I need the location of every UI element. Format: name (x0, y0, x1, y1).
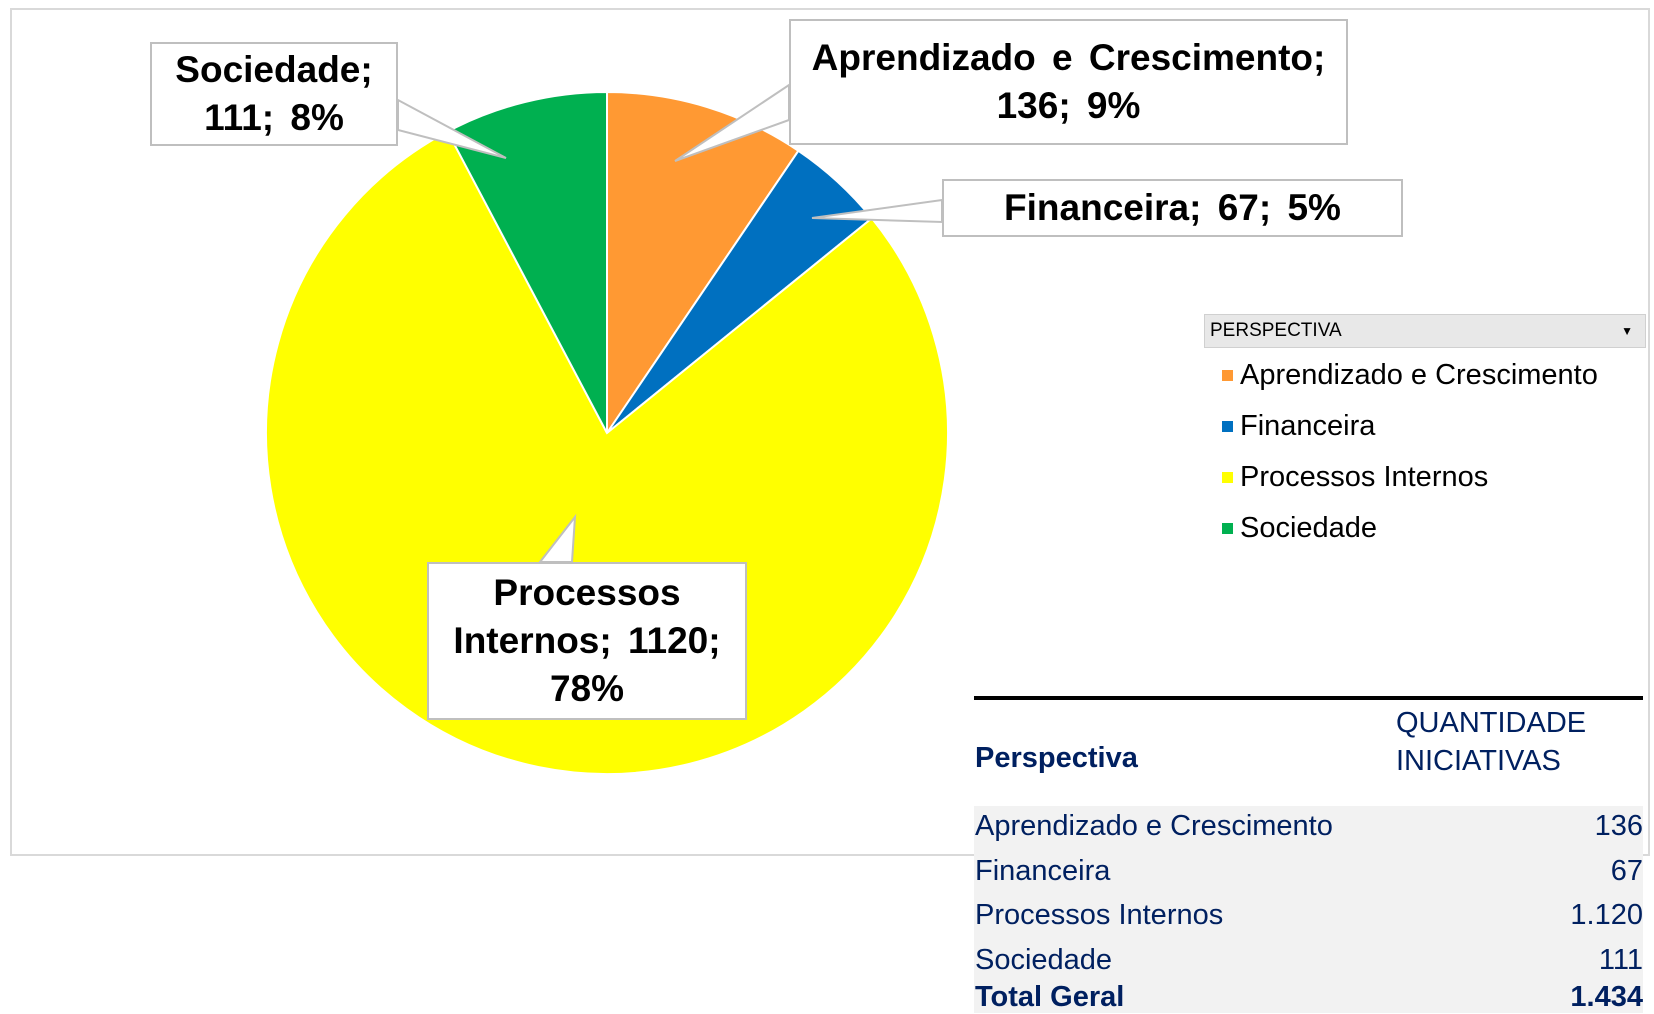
table-body (974, 806, 1643, 1013)
pie-slice (606, 90, 800, 437)
table-cell: 136 (1594, 810, 1643, 842)
table-top-rule (974, 696, 1643, 700)
data-label: Aprendizado e Crescimento; 136; 9% (789, 19, 1348, 145)
callout-pointer (397, 98, 507, 159)
table-cell: Financeira (975, 854, 1111, 887)
table-total: Total Geral (975, 981, 1125, 1013)
legend-entry: Financeira (1240, 410, 1376, 442)
data-label: Sociedade; 111; 8% (150, 42, 398, 146)
table-header: QUANTIDADE INICIATIVAS (1396, 707, 1587, 777)
table-header: Perspectiva (975, 742, 1138, 774)
data-label: Processos Internos; 1120; 78% (427, 562, 747, 720)
table-cell: Sociedade (975, 943, 1113, 976)
legend-title-text: PERSPECTIVA (1210, 320, 1342, 341)
data-label: Financeira; 67; 5% (942, 179, 1403, 237)
legend-entry: Aprendizado e Crescimento (1240, 359, 1598, 391)
dropdown-arrow[interactable]: ▼ (1621, 324, 1633, 338)
table-cell: 67 (1610, 854, 1643, 887)
table-cell: 1.120 (1570, 899, 1643, 931)
legend-entry: Processos Internos (1240, 461, 1489, 493)
table-total: 1.434 (1570, 981, 1643, 1013)
legend-title[interactable]: PERSPECTIVA ▼ (1204, 314, 1646, 348)
legend-swatch (1222, 472, 1233, 483)
table-cell: Aprendizado e Crescimento (975, 810, 1333, 842)
table-cell: 111 (1598, 943, 1643, 976)
legend-swatch (1222, 370, 1233, 381)
legend-entry: Sociedade (1240, 512, 1378, 544)
chart-frame (10, 8, 1650, 856)
legend-swatch (1222, 523, 1233, 534)
legend-swatch (1222, 421, 1233, 432)
table-cell: Processos Internos (975, 899, 1224, 931)
pie-slice (446, 90, 608, 434)
